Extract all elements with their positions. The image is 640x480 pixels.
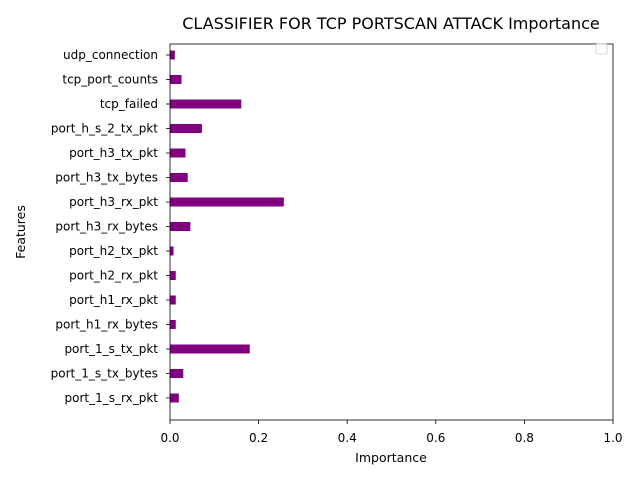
- y-tick-label: port_h3_tx_pkt: [69, 146, 158, 160]
- bar-port_h2_rx_pkt: [170, 271, 176, 280]
- y-tick-label: udp_connection: [63, 48, 158, 62]
- bar-port_1_s_tx_bytes: [170, 369, 184, 378]
- y-tick-label: port_h3_tx_bytes: [55, 171, 158, 185]
- y-axis-label: Features: [13, 205, 28, 259]
- bar-port_h1_rx_pkt: [170, 295, 176, 305]
- y-tick-label: port_1_s_rx_pkt: [65, 391, 159, 405]
- x-tick-label: 1.0: [603, 431, 622, 445]
- y-tick-label: port_1_s_tx_bytes: [51, 367, 158, 381]
- x-tick-label: 0.6: [426, 431, 445, 445]
- x-tick-label: 0.4: [338, 431, 357, 445]
- bar-tcp_failed: [170, 99, 242, 109]
- y-axis: port_1_s_rx_pkt port_1_s_tx_bytes port_1_s…: [51, 48, 170, 405]
- y-tick-label: port_h1_rx_bytes: [55, 318, 158, 332]
- bar-port_h1_rx_bytes: [170, 320, 176, 329]
- y-tick-label: port_h2_tx_pkt: [69, 244, 158, 258]
- y-tick-label: port_h2_rx_pkt: [69, 269, 158, 283]
- bar-port_h3_tx_pkt: [170, 148, 186, 158]
- y-tick-label: port_h3_rx_bytes: [55, 220, 158, 234]
- chart-title: CLASSIFIER FOR TCP PORTSCAN ATTACK Impor…: [182, 14, 600, 33]
- y-tick-label: port_h_s_2_tx_pkt: [51, 122, 158, 136]
- bar-tcp_port_counts: [170, 75, 182, 84]
- bar-port_1_s_rx_pkt: [170, 393, 179, 403]
- bar-port_h3_rx_bytes: [170, 222, 191, 231]
- bar-port_h_s_2_tx_pkt: [170, 124, 202, 133]
- plot-frame: [169, 43, 614, 421]
- x-tick-label: 0.8: [515, 431, 534, 445]
- y-tick-label: tcp_port_counts: [62, 73, 158, 87]
- x-axis-label: Importance: [355, 450, 427, 465]
- y-tick-label: port_h3_rx_pkt: [69, 195, 158, 209]
- plot-area: [170, 50, 284, 403]
- bar-port_h2_tx_pkt: [170, 246, 174, 256]
- y-tick-label: port_h1_rx_pkt: [69, 293, 158, 307]
- bar-port_h3_tx_bytes: [170, 173, 188, 182]
- y-tick-label: port_1_s_tx_pkt: [64, 342, 158, 356]
- y-tick-label: tcp_failed: [100, 97, 158, 111]
- legend-box: [595, 43, 608, 55]
- x-tick-label: 0.0: [160, 431, 179, 445]
- bar-port_1_s_tx_pkt: [170, 344, 250, 354]
- x-tick-label: 0.2: [249, 431, 268, 445]
- bar-udp_connection: [170, 50, 175, 60]
- bar-port_h3_rx_pkt: [170, 197, 284, 207]
- x-axis: 0.0 0.2 0.4 0.6 0.8 1.0: [160, 420, 623, 445]
